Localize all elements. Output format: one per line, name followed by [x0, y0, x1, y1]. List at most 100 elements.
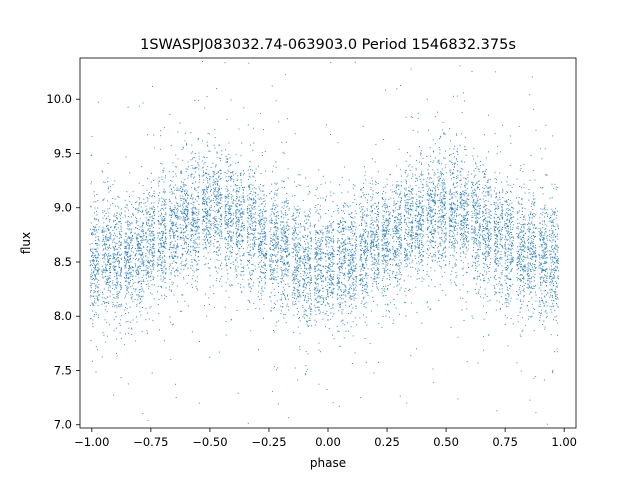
- scatter-point: [145, 237, 147, 239]
- scatter-point: [191, 212, 193, 214]
- scatter-point: [153, 259, 155, 261]
- scatter-point: [228, 296, 230, 298]
- scatter-point: [188, 194, 190, 196]
- scatter-point: [326, 124, 327, 126]
- scatter-point: [273, 276, 275, 278]
- scatter-point: [162, 219, 164, 221]
- scatter-point: [188, 248, 190, 250]
- scatter-point: [140, 314, 142, 316]
- scatter-point: [236, 237, 238, 238]
- scatter-point: [163, 198, 165, 200]
- scatter-point: [276, 223, 278, 225]
- scatter-point: [182, 213, 184, 215]
- scatter-point: [265, 254, 266, 256]
- scatter-point: [280, 305, 282, 307]
- scatter-point: [197, 289, 199, 291]
- scatter-point: [187, 175, 189, 177]
- scatter-point: [170, 246, 172, 248]
- scatter-point: [310, 275, 312, 277]
- scatter-point: [187, 166, 189, 168]
- scatter-point: [250, 210, 252, 212]
- scatter-point: [295, 220, 297, 222]
- scatter-point: [92, 232, 94, 234]
- scatter-point: [254, 236, 256, 238]
- scatter-point: [239, 209, 241, 211]
- scatter-point: [238, 191, 240, 193]
- scatter-point: [250, 197, 252, 199]
- scatter-point: [120, 223, 122, 224]
- scatter-point: [147, 261, 149, 262]
- scatter-point: [246, 205, 248, 207]
- scatter-point: [310, 313, 312, 315]
- scatter-point: [96, 214, 98, 216]
- scatter-point: [297, 261, 299, 263]
- scatter-point: [332, 262, 334, 264]
- scatter-point: [252, 127, 254, 129]
- scatter-point: [141, 263, 143, 265]
- scatter-point: [94, 265, 96, 266]
- scatter-point: [317, 275, 319, 277]
- scatter-point: [173, 244, 175, 246]
- scatter-point: [158, 251, 159, 253]
- scatter-point: [176, 246, 178, 248]
- scatter-point: [95, 251, 97, 253]
- scatter-point: [294, 293, 296, 295]
- scatter-point: [314, 270, 316, 272]
- scatter-point: [114, 198, 116, 200]
- scatter-point: [152, 231, 154, 233]
- scatter-point: [127, 216, 129, 218]
- scatter-point: [273, 302, 275, 304]
- scatter-point: [175, 226, 177, 227]
- scatter-point: [110, 235, 112, 237]
- scatter-point: [306, 285, 308, 287]
- scatter-point: [119, 274, 121, 276]
- scatter-point: [271, 276, 273, 278]
- scatter-point: [136, 219, 138, 221]
- scatter-point: [190, 159, 192, 161]
- scatter-point: [287, 255, 289, 257]
- scatter-point: [175, 222, 177, 224]
- scatter-point: [95, 236, 97, 238]
- scatter-point: [124, 297, 126, 299]
- scatter-point: [230, 99, 232, 101]
- scatter-point: [147, 260, 149, 262]
- scatter-point: [204, 162, 206, 163]
- scatter-point: [216, 195, 218, 197]
- scatter-point: [221, 187, 223, 189]
- scatter-point: [328, 232, 330, 234]
- scatter-point: [238, 234, 240, 236]
- scatter-point: [315, 287, 317, 289]
- scatter-point: [320, 257, 322, 259]
- scatter-point: [184, 218, 186, 220]
- scatter-point: [124, 247, 126, 249]
- scatter-point: [130, 228, 132, 230]
- scatter-point: [204, 221, 205, 222]
- scatter-point: [216, 233, 218, 235]
- scatter-point: [285, 299, 287, 301]
- scatter-point: [105, 264, 107, 266]
- scatter-point: [259, 219, 261, 221]
- scatter-point: [175, 166, 177, 168]
- scatter-point: [281, 277, 283, 279]
- scatter-point: [297, 286, 299, 288]
- scatter-point: [306, 215, 308, 217]
- scatter-point: [254, 221, 255, 223]
- scatter-point: [199, 227, 200, 229]
- scatter-point: [308, 267, 310, 269]
- scatter-point: [249, 176, 251, 178]
- scatter-point: [288, 207, 290, 209]
- scatter-point: [254, 265, 256, 267]
- scatter-point: [148, 318, 150, 320]
- scatter-point: [150, 272, 152, 274]
- scatter-point: [146, 189, 148, 191]
- scatter-point: [202, 216, 204, 218]
- scatter-point: [98, 226, 100, 228]
- scatter-point: [107, 240, 109, 242]
- scatter-point: [161, 220, 163, 222]
- scatter-point: [218, 267, 220, 269]
- scatter-point: [304, 229, 306, 231]
- scatter-point: [229, 246, 231, 248]
- scatter-point: [250, 330, 252, 332]
- scatter-point: [146, 222, 148, 224]
- scatter-point: [270, 253, 272, 255]
